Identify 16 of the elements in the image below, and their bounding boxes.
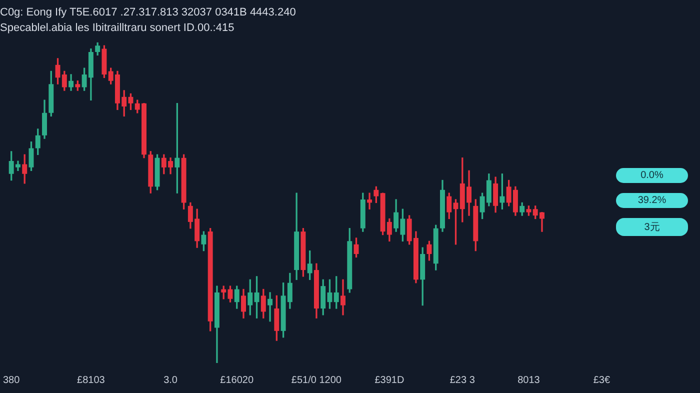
x-tick-label: £23 3 xyxy=(450,374,476,386)
x-tick-label: £3€ xyxy=(593,374,610,386)
chart-subtitle: Specablel.abia les Ibitrailltraru sonert ID.00.:415 xyxy=(0,22,234,34)
x-tick-label: 3.0 xyxy=(164,374,178,386)
x-tick-label: £16020 xyxy=(220,374,254,386)
candlestick xyxy=(268,292,273,322)
text: 39.2% xyxy=(616,193,688,208)
chart-title: C0g: Eong Ify T5E.6017 .27.317.813 32037 0341B 4443.240 xyxy=(0,6,296,19)
x-tick-label: £8103 xyxy=(77,374,106,386)
x-tick-label: £391D xyxy=(374,374,404,386)
x-tick-label: 380 xyxy=(3,374,20,386)
text: 0.0% xyxy=(616,168,688,183)
text: 3元 xyxy=(616,218,688,236)
candlestick xyxy=(367,192,372,210)
x-tick-label: £51/0 1200 xyxy=(291,374,342,386)
x-tick-label: 8013 xyxy=(518,374,540,386)
